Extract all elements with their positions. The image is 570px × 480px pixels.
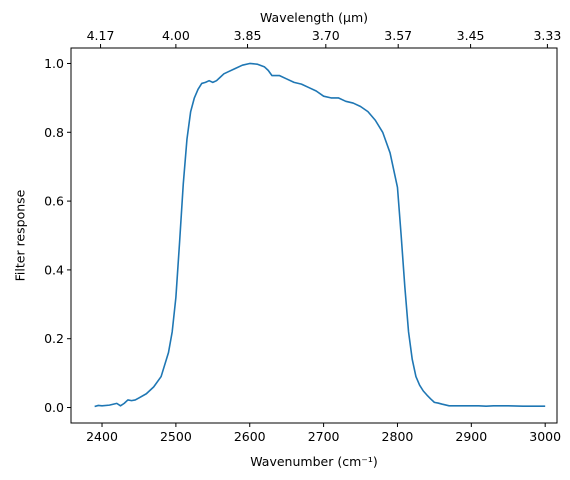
series-line-0 [94,62,546,408]
x-tick-label: 2700 [308,429,340,444]
x-tick-label: 2800 [382,429,414,444]
x-tick-label: 2900 [455,429,487,444]
y-tick-label: 1.0 [44,56,64,71]
y-tick-label: 0.4 [44,262,64,277]
top-tick-label: 3.45 [457,28,485,43]
top-axis-title: Wavelength (μm) [260,10,368,25]
y-tick-label: 0.6 [44,194,64,209]
y-tick-label: 0.0 [44,400,64,415]
y-axis-ticks: 0.0 0.2 0.4 0.6 0.8 1.0 [44,56,71,415]
top-tick-label: 3.70 [312,28,340,43]
top-tick-label: 4.17 [87,28,115,43]
plot-area [94,62,546,408]
y-axis-title: Filter response [12,189,27,281]
x-tick-label: 2500 [160,429,192,444]
top-tick-label: 3.57 [384,28,412,43]
x-tick-label: 2600 [234,429,266,444]
top-axis-ticks: 4.17 4.00 3.85 3.70 3.57 3.45 3.33 [87,28,561,48]
top-tick-label: 3.33 [533,28,561,43]
top-tick-label: 3.85 [234,28,262,43]
y-tick-label: 0.8 [44,125,64,140]
x-axis-ticks: 2400 2500 2600 2700 2800 2900 3000 [86,423,561,444]
top-tick-label: 4.00 [162,28,190,43]
plot-frame [70,47,558,424]
x-axis-title: Wavenumber (cm⁻¹) [250,454,377,469]
x-tick-label: 3000 [529,429,561,444]
x-tick-label: 2400 [86,429,118,444]
y-tick-label: 0.2 [44,331,64,346]
